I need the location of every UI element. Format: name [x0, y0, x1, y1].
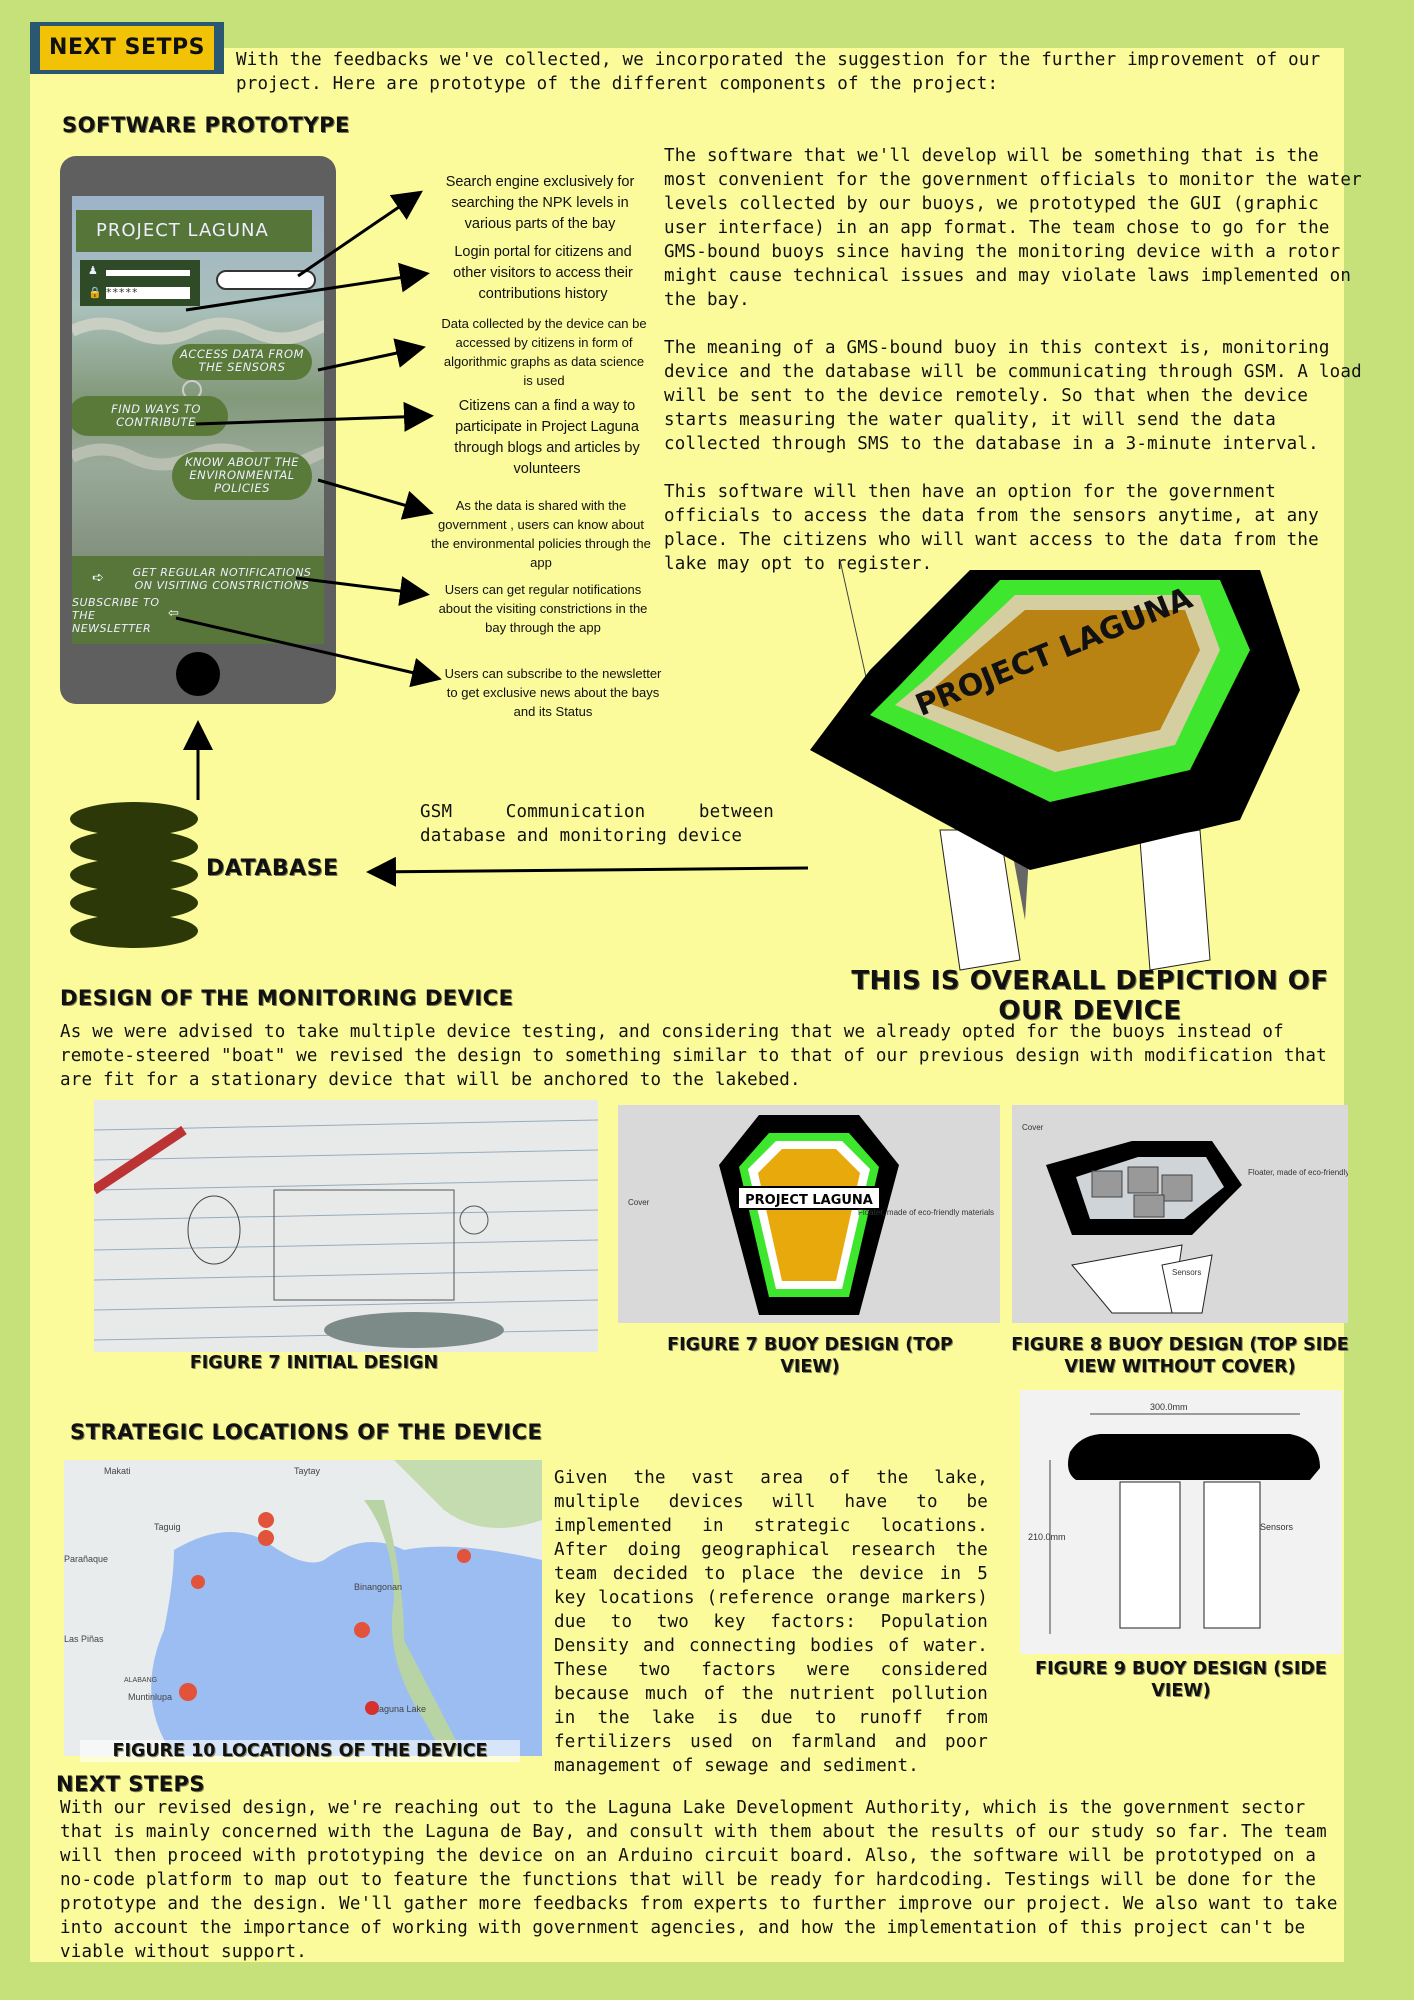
marker-icon-2: [258, 1530, 274, 1546]
policies-button[interactable]: KNOW ABOUT THE ENVIRONMENTAL POLICIES: [172, 452, 312, 500]
arrow-left-icon: ⇦: [168, 606, 179, 621]
fig7-initial-caption: FIGURE 7 INITIAL DESIGN: [189, 1353, 439, 1373]
software-paragraph-2: The meaning of a GMS-bound buoy in this …: [664, 338, 1362, 454]
marker-icon-1: [258, 1512, 275, 1544]
access-data-button[interactable]: ACCESS DATA FROM THE SENSORS: [172, 344, 312, 380]
phone-mockup: PROJECT LAGUNA ♟ 🔒 ***** ACCESS DATA FRO…: [60, 156, 336, 704]
login-box[interactable]: ♟ 🔒 *****: [80, 260, 200, 306]
decor-wave: [72, 317, 324, 345]
note-login: Login portal for citizens and other visi…: [453, 244, 633, 302]
software-paragraph-1: The software that we'll develop will be …: [664, 146, 1362, 310]
intro-text: With the feedbacks we've collected, we i…: [236, 50, 1321, 94]
marker-icon-6: [179, 1683, 197, 1701]
fig8-caption: FIGURE 8 BUOY DESIGN (TOP SIDE VIEW WITH…: [1011, 1335, 1349, 1377]
note-participate: Citizens can a find a way to participate…: [454, 398, 640, 477]
design-heading: DESIGN OF THE MONITORING DEVICE: [60, 986, 514, 1010]
marker-icon-4: [457, 1549, 471, 1563]
user-icon: ♟: [88, 264, 98, 277]
db-disk-5: [70, 914, 198, 948]
note-search: Search engine exclusively for searching …: [445, 174, 635, 232]
marker-icon-5: [354, 1622, 370, 1638]
map-label-muntinlupa: Muntinlupa: [128, 1692, 172, 1702]
app-title: PROJECT LAGUNA: [96, 220, 269, 241]
marker-icon-7: [365, 1701, 379, 1715]
map-label-laguna-lake: Laguna Lake: [374, 1704, 426, 1714]
map-markers: [179, 1512, 471, 1715]
buoy-top-side-view: Cover Floater, made of eco-friendly mate…: [1012, 1105, 1348, 1323]
note-newsletter: Users can subscribe to the newsletter to…: [444, 666, 662, 719]
app-title-bar: PROJECT LAGUNA: [76, 210, 312, 252]
notifications-button[interactable]: GET REGULAR NOTIFICATIONS ON VISITING CO…: [132, 566, 312, 592]
locations-heading: STRATEGIC LOCATIONS OF THE DEVICE: [70, 1420, 543, 1444]
sensors-label: Sensors: [1172, 1268, 1201, 1277]
app-screen: PROJECT LAGUNA ♟ 🔒 ***** ACCESS DATA FRO…: [72, 196, 324, 644]
buoy-side-view: 300.0mm 210.0mm Sensors: [1020, 1390, 1342, 1654]
map-label-alabang: ALABANG: [124, 1677, 157, 1684]
map-label-taguig: Taguig: [154, 1522, 181, 1532]
overall-depiction-caption: THIS IS OVERALL DEPICTION OF OUR DEVICE: [851, 966, 1329, 1026]
fig7-buoy-caption: FIGURE 7 BUOY DESIGN (TOP VIEW): [667, 1335, 953, 1377]
note-notifications: Users can get regular notifications abou…: [438, 582, 648, 635]
next-steps-text: With our revised design, we're reaching …: [60, 1798, 1338, 1962]
initial-design-photo: [94, 1100, 598, 1352]
arrow-right-icon: ➪: [92, 570, 104, 586]
note-data: Data collected by the device can be acce…: [441, 316, 647, 388]
find-ways-button[interactable]: FIND WAYS TO CONTRIBUTE: [72, 396, 228, 436]
marker-icon-3: [191, 1575, 205, 1589]
locations-text: Given the vast area of the lake, multipl…: [554, 1468, 988, 1776]
home-button[interactable]: [176, 652, 220, 696]
dim-height-label: 210.0mm: [1028, 1532, 1066, 1542]
newsletter-button[interactable]: SUBSCRIBE TO THE NEWSLETTER: [72, 596, 160, 635]
decor-wave-2: [72, 443, 324, 471]
fig9-caption: FIGURE 9 BUOY DESIGN (SIDE VIEW): [1035, 1659, 1327, 1701]
buoy-top-label: PROJECT LAGUNA: [745, 1193, 873, 1208]
design-text: As we were advised to take multiple devi…: [60, 1022, 1327, 1090]
software-paragraph-3: This software will then have an option f…: [664, 482, 1319, 574]
buoy-render: PROJECT LAGUNA: [810, 559, 1300, 971]
next-setps-tag: NEXT SETPS: [40, 26, 214, 70]
lake-map: Makati Taytay Taguig Parañaque Las Piñas…: [64, 1460, 542, 1756]
floater-label-top: Floater, made of eco-friendly materials: [858, 1208, 994, 1217]
map-label-binangonan: Binangonan: [354, 1582, 402, 1592]
sensors-label-side: Sensors: [1260, 1522, 1294, 1532]
username-field[interactable]: [106, 270, 190, 276]
buoy-top-view: PROJECT LAGUNA Cover Floater, made of ec…: [618, 1105, 1000, 1323]
note-policies: As the data is shared with the governmen…: [431, 498, 651, 570]
map-label-makati: Makati: [104, 1466, 131, 1476]
dim-width-label: 300.0mm: [1150, 1402, 1188, 1412]
fig10-caption: FIGURE 10 LOCATIONS OF THE DEVICE: [80, 1740, 520, 1762]
map-label-paranaque: Parañaque: [64, 1554, 108, 1564]
database-label: DATABASE: [206, 856, 339, 881]
password-field[interactable]: *****: [106, 287, 190, 299]
map-label-taytay: Taytay: [294, 1466, 321, 1476]
lock-icon: 🔒: [88, 286, 102, 299]
search-input[interactable]: [216, 270, 316, 290]
floater-label-side: Floater, made of eco-friendly materials: [1248, 1168, 1348, 1177]
next-steps-heading: NEXT STEPS: [56, 1772, 206, 1796]
software-heading: SOFTWARE PROTOTYPE: [62, 113, 350, 137]
cover-label: Cover: [628, 1198, 650, 1207]
cover-label-side: Cover: [1022, 1123, 1044, 1132]
map-label-las-pinas: Las Piñas: [64, 1634, 104, 1644]
gsm-text: GSM Communication between database and m…: [420, 802, 774, 846]
